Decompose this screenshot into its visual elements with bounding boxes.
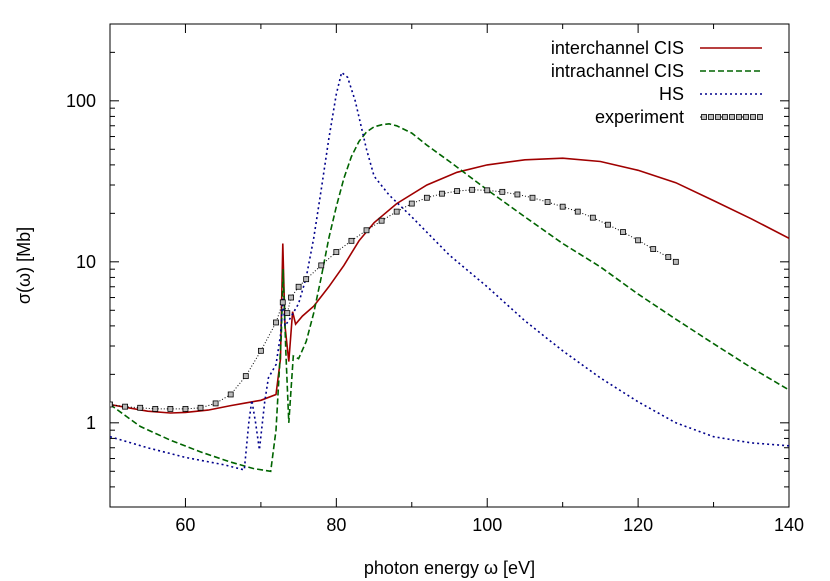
legend-marker-experiment	[701, 114, 707, 120]
series-point-experiment	[635, 237, 642, 244]
legend: interchannel CIS intrachannel CIS HS experi…	[551, 38, 763, 127]
legend-label-hs: HS	[659, 84, 684, 104]
series-point-experiment	[378, 217, 385, 224]
plot-frame	[109, 23, 790, 508]
legend-marker-experiment	[729, 114, 735, 120]
series-point-experiment	[137, 404, 144, 411]
y-axis-label: σ(ω) [Mb]	[14, 227, 34, 304]
series-point-experiment	[439, 190, 445, 197]
series-point-experiment	[484, 187, 491, 194]
legend-marker-experiment	[708, 114, 714, 120]
series-layer	[110, 71, 789, 473]
series-point-experiment	[620, 229, 626, 235]
x-axis-label: photon energy ω [eV]	[364, 558, 535, 578]
series-line-hs	[110, 71, 789, 471]
series-point-experiment	[242, 373, 249, 380]
series-point-experiment	[544, 199, 551, 205]
series-point-experiment	[574, 208, 581, 215]
legend-marker-experiment	[743, 114, 749, 120]
series-point-experiment	[295, 283, 302, 290]
legend-marker-experiment	[715, 114, 721, 120]
x-tick-label: 80	[326, 515, 346, 535]
series-point-experiment	[318, 262, 325, 269]
series-point-experiment	[212, 400, 219, 407]
series-point-experiment	[393, 208, 400, 215]
legend-marker-experiment	[736, 114, 742, 120]
x-tick-label: 100	[472, 515, 502, 535]
series-point-experiment	[197, 404, 204, 411]
series-point-experiment	[110, 401, 113, 408]
series-point-experiment	[514, 191, 521, 198]
series-point-experiment	[333, 249, 340, 255]
y-tick-label: 10	[76, 252, 96, 272]
series-point-experiment	[665, 254, 672, 260]
series-point-experiment	[408, 200, 415, 207]
series-point-experiment	[469, 186, 476, 193]
series-point-experiment	[182, 406, 189, 412]
series-point-experiment	[257, 347, 264, 354]
x-tick-label: 120	[623, 515, 653, 535]
series-point-experiment	[650, 246, 657, 252]
x-tick-label: 140	[774, 515, 804, 535]
tick-layer: 60 80 100 120 140 1 10 100	[66, 23, 804, 535]
series-line-intrachannel-cis	[110, 122, 789, 473]
x-tick-label: 60	[175, 515, 195, 535]
y-tick-label: 1	[86, 413, 96, 433]
series-point-experiment	[559, 203, 566, 210]
legend-label-interchannel-cis: interchannel CIS	[551, 38, 684, 58]
series-point-experiment	[348, 237, 355, 244]
legend-marker-experiment	[750, 114, 756, 120]
series-point-experiment	[423, 194, 430, 201]
series-point-experiment	[303, 276, 310, 283]
legend-label-intrachannel-cis: intrachannel CIS	[551, 61, 684, 81]
series-point-experiment	[589, 214, 596, 221]
y-tick-label: 100	[66, 91, 96, 111]
series-point-experiment	[454, 188, 460, 194]
series-point-experiment	[605, 221, 611, 228]
legend-label-experiment: experiment	[595, 107, 684, 127]
series-point-experiment	[273, 319, 279, 326]
series-line-experiment	[110, 189, 677, 410]
series-point-experiment	[122, 403, 128, 410]
series-point-experiment	[279, 299, 286, 306]
series-point-experiment	[499, 188, 506, 195]
series-point-experiment	[284, 310, 291, 317]
plot-area: 60 80 100 120 140 1 10 100	[66, 23, 804, 535]
series-point-experiment	[672, 258, 679, 265]
series-point-experiment	[167, 406, 174, 412]
legend-marker-experiment	[757, 114, 763, 120]
series-point-experiment	[529, 194, 536, 201]
series-point-experiment	[288, 294, 294, 301]
series-line-interchannel-cis	[110, 157, 789, 414]
legend-marker-experiment	[722, 114, 728, 120]
series-point-experiment	[152, 406, 159, 412]
series-point-experiment	[363, 227, 370, 234]
series-point-experiment	[227, 391, 234, 398]
